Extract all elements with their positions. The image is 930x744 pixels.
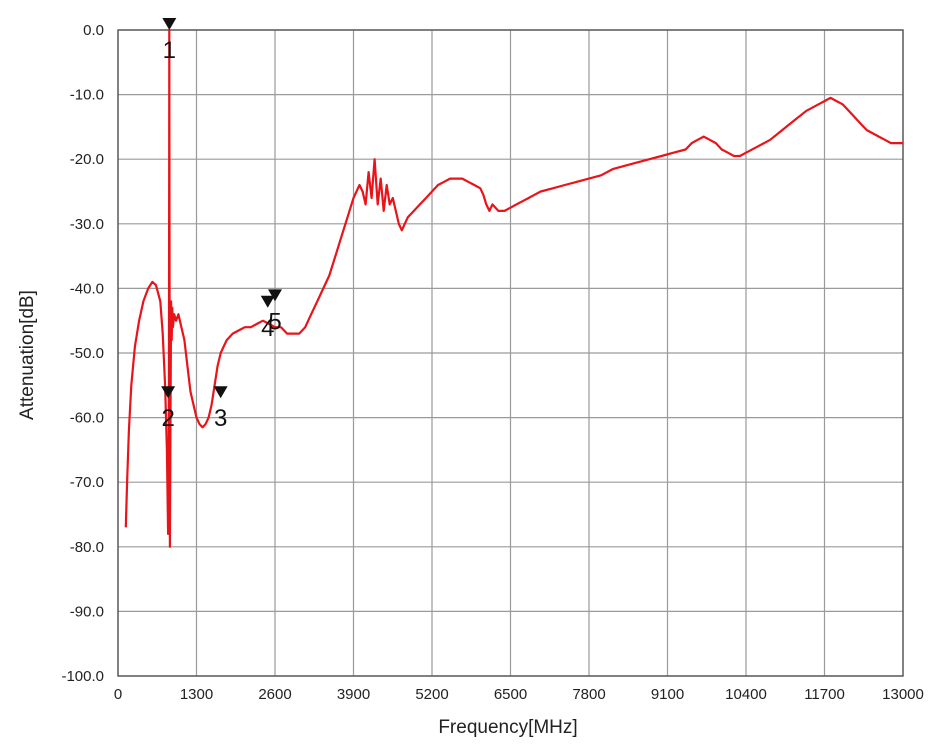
markers: 1 2 3 45 <box>161 18 282 432</box>
x-tick-label: 1300 <box>180 686 213 703</box>
x-tick-label: 11700 <box>804 686 845 703</box>
x-tick-label: 2600 <box>258 686 291 703</box>
x-tick-label: 10400 <box>725 686 767 703</box>
y-tick-label: -100.0 <box>61 668 104 685</box>
marker-3-triangle <box>213 386 228 399</box>
marker-4-label: 4 <box>261 315 274 342</box>
attenuation-series-line <box>124 28 903 548</box>
y-tick-label: -30.0 <box>70 216 104 233</box>
x-tick-label: 3900 <box>337 686 370 703</box>
marker-2-label: 2 <box>161 405 174 432</box>
y-tick-label: 0.0 <box>83 22 104 39</box>
y-tick-label: -20.0 <box>70 151 104 168</box>
marker-3-label: 3 <box>214 405 227 432</box>
x-tick-label: 0 <box>114 686 122 703</box>
y-tick-label: -60.0 <box>70 410 104 427</box>
plot-frame <box>117 29 904 677</box>
x-axis-label: Frequency[MHz] <box>438 717 577 738</box>
marker-1-label: 1 <box>163 37 176 64</box>
y-tick-label: -90.0 <box>70 603 104 620</box>
x-tick-label: 7800 <box>572 686 605 703</box>
marker-5-label: 5 <box>268 308 281 335</box>
y-tick-label: -40.0 <box>70 280 104 297</box>
y-tick-label: -80.0 <box>70 539 104 556</box>
y-tick-label: -50.0 <box>70 345 104 362</box>
x-tick-label: 5200 <box>415 686 448 703</box>
marker-4-triangle <box>260 295 275 308</box>
y-tick-label: -70.0 <box>70 474 104 491</box>
marker-1-triangle <box>162 18 177 30</box>
x-tick-label: 6500 <box>494 686 527 703</box>
marker-5-triangle <box>268 289 282 302</box>
marker-2-triangle <box>161 386 176 399</box>
tick-labels: 0 1300 2600 3900 5200 6500 7800 9100 10400 11700 1… <box>61 22 923 703</box>
x-tick-label: 13000 <box>882 686 924 703</box>
y-tick-label: -10.0 <box>70 87 104 104</box>
y-axis-label: Attenuation[dB] <box>17 290 38 420</box>
x-tick-label: 9100 <box>651 686 684 703</box>
